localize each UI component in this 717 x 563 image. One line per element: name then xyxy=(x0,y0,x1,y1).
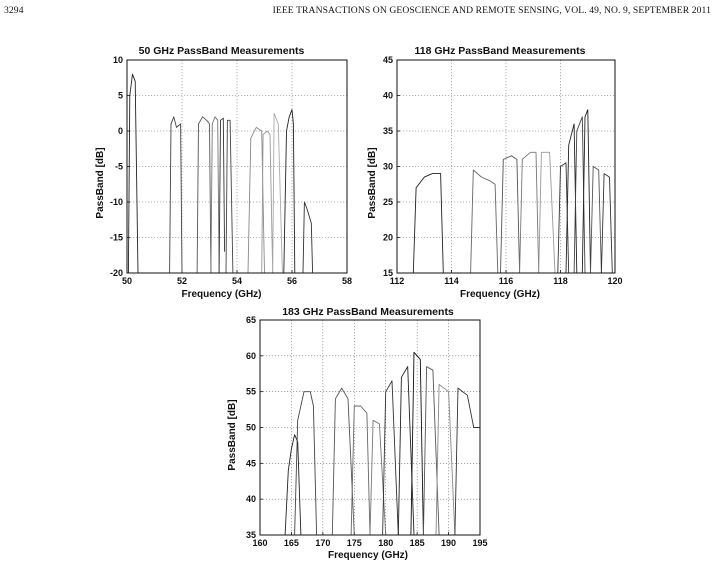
y-tick-label: 25 xyxy=(383,197,393,207)
y-tick-label: -15 xyxy=(110,233,123,243)
x-axis-label: Frequency (GHz) xyxy=(460,289,540,300)
chart-title: 50 GHz PassBand Measurements xyxy=(139,45,305,57)
y-tick-label: 60 xyxy=(246,351,256,361)
passband-series-line xyxy=(169,116,183,274)
y-tick-label: -20 xyxy=(110,268,123,278)
x-tick-label: 120 xyxy=(607,276,622,286)
y-tick-label: 45 xyxy=(246,458,256,468)
y-tick-label: 55 xyxy=(246,387,256,397)
passband-series-line xyxy=(294,391,318,536)
x-tick-label: 112 xyxy=(390,276,405,286)
x-tick-label: 58 xyxy=(342,276,352,286)
x-axis-label: Frequency (GHz) xyxy=(181,289,261,300)
passband-series-line xyxy=(500,155,521,274)
y-tick-label: 5 xyxy=(118,91,123,101)
y-tick-label: 20 xyxy=(383,233,393,243)
passband-series-line xyxy=(435,384,456,536)
y-tick-label: -5 xyxy=(115,162,123,172)
passband-series-line xyxy=(218,117,226,274)
x-tick-label: 195 xyxy=(472,538,487,548)
chart-118ghz: 118 GHz PassBand Measurements PassBand [… xyxy=(367,45,623,300)
x-tick-label: 165 xyxy=(284,538,299,548)
x-tick-label: 114 xyxy=(444,276,459,286)
passband-series-line xyxy=(196,116,212,274)
passband-series-line xyxy=(331,387,355,536)
passband-series-line xyxy=(410,351,424,536)
x-tick-label: 56 xyxy=(287,276,297,286)
chart-183ghz: 183 GHz PassBand Measurements PassBand [… xyxy=(227,306,488,561)
grid xyxy=(127,60,347,273)
passband-series-line xyxy=(600,173,613,274)
passband-series-line xyxy=(261,130,274,274)
y-tick-label: 45 xyxy=(383,55,393,65)
page-number: 3294 xyxy=(4,5,24,16)
passband-series-line xyxy=(369,419,387,536)
x-tick-label: 175 xyxy=(347,538,362,548)
passband-series-line xyxy=(590,166,602,274)
y-tick-label: 15 xyxy=(383,268,393,278)
x-tick-label: 118 xyxy=(553,276,568,286)
y-tick-label: 40 xyxy=(246,494,256,504)
passband-series-line xyxy=(302,201,314,274)
grid xyxy=(397,60,615,273)
y-tick-label: 30 xyxy=(383,162,393,172)
x-tick-label: 116 xyxy=(499,276,514,286)
y-axis-label: PassBand [dB] xyxy=(227,399,238,470)
passband-series-line xyxy=(397,366,415,536)
plot-frame xyxy=(396,59,616,274)
chart-title: 118 GHz PassBand Measurements xyxy=(415,45,586,57)
plot-frame xyxy=(259,319,481,536)
passband-series-line xyxy=(283,109,296,274)
x-tick-label: 54 xyxy=(232,276,242,286)
journal-header: IEEE TRANSACTIONS ON GEOSCIENCE AND REMO… xyxy=(272,5,711,16)
passband-series-line xyxy=(519,151,540,274)
x-tick-label: 170 xyxy=(315,538,330,548)
x-tick-label: 160 xyxy=(252,538,267,548)
y-tick-label: 40 xyxy=(383,91,393,101)
y-tick-label: -10 xyxy=(110,197,123,207)
passband-series-line xyxy=(225,119,234,274)
x-tick-label: 180 xyxy=(378,538,393,548)
y-tick-label: 35 xyxy=(246,530,256,540)
grid xyxy=(260,320,480,535)
x-tick-label: 50 xyxy=(122,276,132,286)
passband-series-line xyxy=(284,434,302,536)
x-axis-label: Frequency (GHz) xyxy=(328,550,408,561)
y-axis-label: PassBand [dB] xyxy=(95,147,106,218)
chart-50ghz: 50 GHz PassBand Measurements PassBand [d… xyxy=(95,45,352,300)
passband-series-line xyxy=(382,380,399,536)
x-tick-label: 185 xyxy=(410,538,425,548)
passband-series-line xyxy=(210,116,220,274)
y-axis-label: PassBand [dB] xyxy=(367,147,378,218)
chart-title: 183 GHz PassBand Measurements xyxy=(282,306,454,318)
passband-series-line xyxy=(454,387,480,536)
y-tick-label: 50 xyxy=(246,423,256,433)
y-tick-label: 0 xyxy=(118,126,123,136)
passband-series-line xyxy=(538,151,556,274)
y-tick-label: 65 xyxy=(246,315,256,325)
y-tick-label: 35 xyxy=(383,126,393,136)
y-tick-label: 10 xyxy=(113,55,123,65)
passband-series-line xyxy=(412,173,444,274)
passband-series-line xyxy=(127,73,139,274)
passband-series-line xyxy=(581,109,591,274)
passband-series-line xyxy=(470,169,499,274)
x-tick-label: 190 xyxy=(441,538,456,548)
passband-series-line xyxy=(272,112,283,274)
plot-frame xyxy=(126,59,348,274)
passband-series-line xyxy=(422,366,440,536)
x-tick-label: 52 xyxy=(177,276,187,286)
passband-series-line xyxy=(350,405,371,536)
